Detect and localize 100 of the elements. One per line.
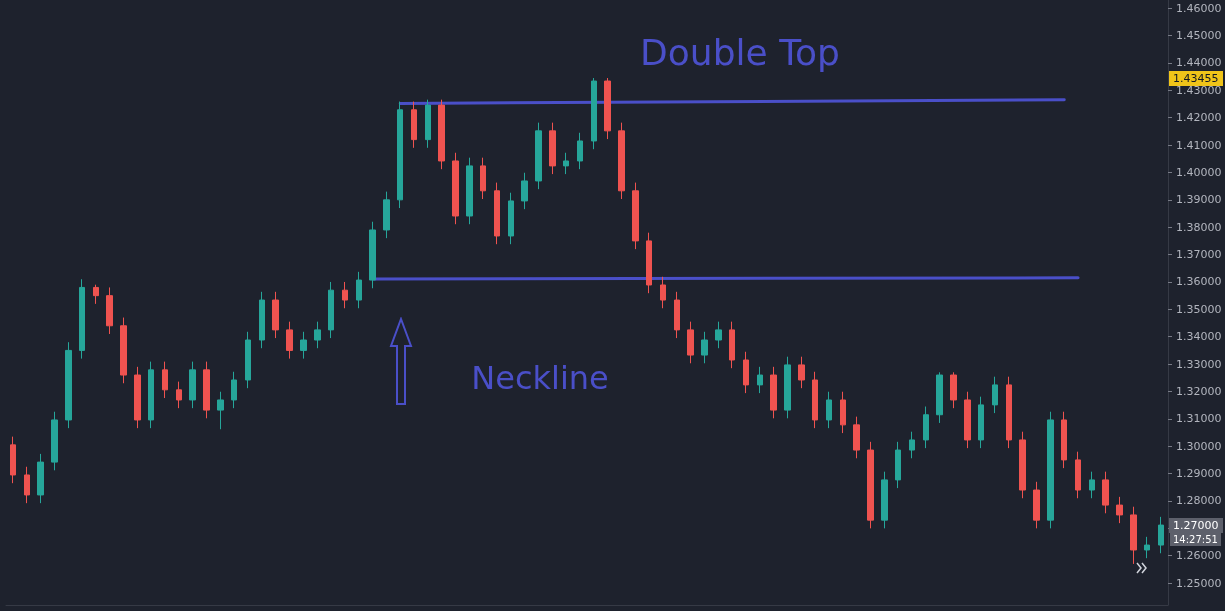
candlestick	[895, 441, 901, 489]
annotation: Double Top	[640, 31, 840, 73]
candlestick	[563, 152, 569, 175]
candlestick	[660, 276, 666, 309]
y-tick-label: 1.40000	[1176, 165, 1222, 179]
y-tick-label: 1.31000	[1176, 412, 1222, 426]
candlestick	[798, 356, 805, 389]
candlestick	[936, 371, 943, 424]
candlestick	[632, 182, 639, 250]
candlestick	[964, 391, 971, 449]
candlestick	[245, 331, 251, 389]
candlestick	[480, 157, 486, 200]
candlestick	[853, 416, 860, 459]
candlestick	[411, 101, 417, 149]
candlestick	[909, 431, 915, 459]
candlestick	[134, 366, 141, 429]
candlestick	[93, 284, 99, 305]
candlestick	[840, 391, 846, 434]
candlestick	[51, 411, 58, 471]
candlestick	[743, 351, 749, 394]
candlestick	[1158, 516, 1164, 554]
candlestick	[438, 99, 445, 170]
y-tick-label: 1.46000	[1176, 1, 1222, 15]
y-tick-label: 1.36000	[1176, 275, 1222, 289]
candlestick	[646, 232, 652, 294]
candlestick	[950, 371, 957, 409]
candlestick	[24, 466, 30, 504]
candlestick	[328, 281, 334, 339]
candlestick	[494, 182, 500, 245]
candlestick	[812, 371, 818, 429]
candlestick	[79, 278, 85, 360]
candlestick	[1019, 431, 1026, 499]
candlestick	[591, 77, 597, 150]
candlestick	[577, 132, 583, 170]
candlestick	[867, 441, 874, 529]
candlestick	[701, 331, 708, 364]
candlestick	[272, 291, 279, 339]
text: 14:27:51	[1170, 533, 1221, 547]
y-tick-label: 1.29000	[1176, 467, 1222, 481]
candlestick	[425, 99, 431, 149]
candlestick	[189, 361, 196, 409]
candlestick	[1006, 376, 1012, 449]
y-tick-label: 1.45000	[1176, 29, 1222, 43]
candlestick	[37, 453, 44, 504]
candlestick	[1075, 451, 1081, 499]
candlestick	[383, 191, 390, 239]
y-tick-label: 1.41000	[1176, 138, 1222, 152]
candlestick	[120, 317, 127, 384]
candlestick	[881, 471, 888, 529]
annotation: Neckline	[471, 359, 609, 397]
candlestick	[1116, 496, 1123, 524]
candlestick	[1061, 411, 1067, 469]
candlestick	[162, 361, 168, 399]
y-tick-label: 1.33000	[1176, 357, 1222, 371]
candlestick	[604, 77, 611, 140]
candlestick	[314, 321, 321, 349]
y-tick-label: 1.32000	[1176, 384, 1222, 398]
candlestick	[1033, 481, 1040, 529]
candlestick	[1089, 471, 1095, 499]
candlestick	[978, 396, 984, 449]
candlestick	[369, 221, 376, 289]
candlestick	[231, 371, 237, 409]
candlestick	[826, 391, 832, 429]
candlestick	[452, 152, 459, 225]
candlestick	[535, 122, 542, 190]
candlestick	[176, 381, 182, 409]
candlestick	[618, 122, 625, 200]
y-tick-label: 1.38000	[1176, 220, 1222, 234]
candlestick	[10, 436, 16, 484]
candlestick	[342, 281, 348, 309]
candlestick	[356, 271, 362, 309]
candlestick	[1144, 536, 1150, 559]
y-tick-label: 1.37000	[1176, 248, 1222, 262]
candlestick	[397, 101, 403, 209]
candlestick	[1102, 471, 1109, 514]
candlestick	[715, 321, 722, 349]
candlestick	[508, 192, 514, 245]
y-tick-label: 1.26000	[1176, 549, 1222, 563]
candlestick	[757, 366, 763, 394]
candlestick	[259, 291, 265, 349]
y-tick-label: 1.39000	[1176, 193, 1222, 207]
candlestick	[784, 356, 791, 419]
candlestick	[923, 406, 929, 449]
candlestick	[770, 366, 777, 419]
candlestick	[148, 361, 154, 429]
y-tick-label: 1.35000	[1176, 302, 1222, 316]
candlestick	[687, 321, 694, 364]
text: 1.43455	[1169, 71, 1223, 87]
candlestick	[300, 331, 307, 360]
candlestick	[217, 391, 224, 430]
y-tick-label: 1.28000	[1176, 494, 1222, 508]
candlestick	[1130, 506, 1137, 565]
y-tick-label: 1.44000	[1176, 56, 1222, 70]
candlestick	[466, 157, 473, 225]
candlestick	[729, 321, 735, 369]
candlestick	[65, 341, 72, 429]
y-tick-label: 1.25000	[1176, 576, 1222, 590]
candlestick	[992, 376, 998, 414]
candlestick	[674, 291, 680, 339]
candlestick	[549, 122, 556, 175]
